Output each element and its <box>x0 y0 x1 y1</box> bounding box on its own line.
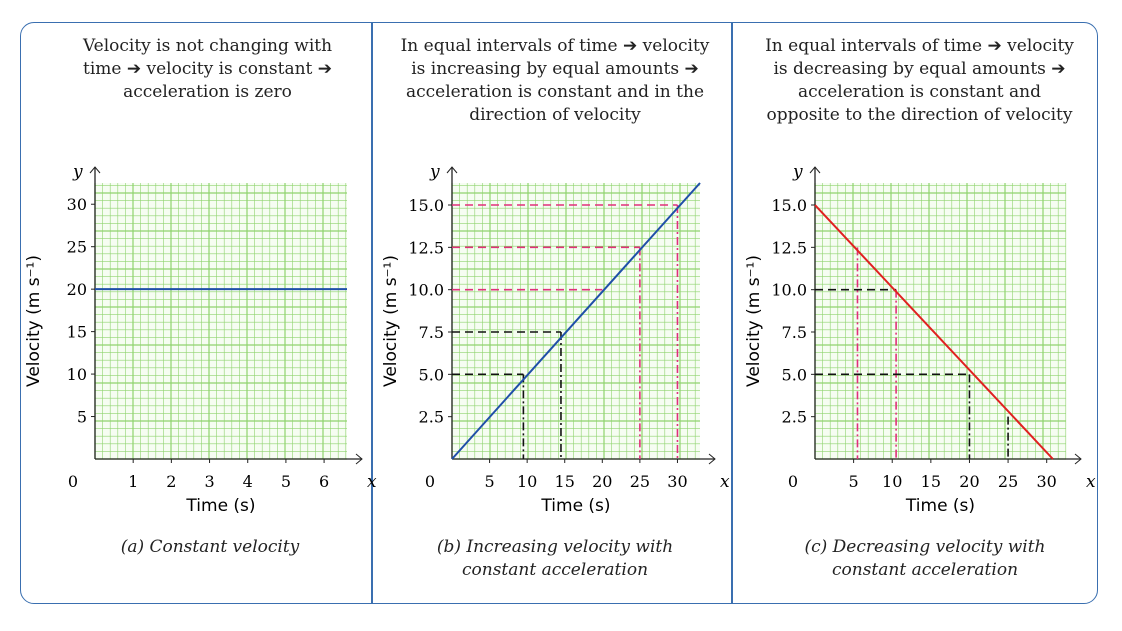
origin-label: 0 <box>425 472 435 491</box>
y-tick-label: 15.0 <box>771 196 807 215</box>
y-tick-label: 10 <box>67 365 87 384</box>
x-tick-label: 5 <box>849 472 859 491</box>
x-tick-label: 15 <box>921 472 941 491</box>
x-axis-label: Time (s) <box>905 496 975 516</box>
y-axis-arrow-icon <box>809 166 821 174</box>
y-tick-label: 10.0 <box>408 281 444 300</box>
y-tick-label: 30 <box>67 195 87 214</box>
y-tick-label: 5.0 <box>782 365 807 384</box>
y-tick-label: 12.5 <box>771 238 807 257</box>
x-tick-label: 30 <box>667 472 687 491</box>
x-axis-symbol: x <box>367 472 377 492</box>
x-tick-label: 6 <box>319 472 329 491</box>
y-tick-label: 20 <box>67 280 87 299</box>
y-tick-label: 12.5 <box>408 238 444 257</box>
x-tick-label: 25 <box>998 472 1018 491</box>
x-axis-arrow-icon <box>1074 453 1082 465</box>
y-tick-label: 7.5 <box>419 323 444 342</box>
x-axis-label: Time (s) <box>540 496 610 516</box>
velocity-line <box>814 204 1054 460</box>
x-tick-label: 2 <box>166 472 176 491</box>
panel-a-caption: (a) Constant velocity <box>120 537 300 557</box>
y-tick-label: 2.5 <box>419 408 444 427</box>
y-tick-label: 15 <box>67 323 87 342</box>
x-tick-label: 4 <box>243 472 253 491</box>
origin-label: 0 <box>788 472 798 491</box>
y-axis-symbol: y <box>792 162 803 182</box>
x-tick-label: 20 <box>959 472 979 491</box>
y-tick-label: 15.0 <box>408 196 444 215</box>
y-tick-label: 5 <box>77 408 87 427</box>
y-tick-label: 25 <box>67 238 87 257</box>
y-tick-label: 7.5 <box>782 323 807 342</box>
panel-divider <box>731 23 733 603</box>
x-axis-symbol: x <box>1086 472 1096 492</box>
y-tick-label: 5.0 <box>419 365 444 384</box>
y-axis-symbol: y <box>72 162 83 182</box>
x-tick-label: 5 <box>484 472 494 491</box>
origin-label: 0 <box>68 472 78 491</box>
x-axis-arrow-icon <box>355 453 363 465</box>
velocity-line <box>451 182 701 460</box>
y-axis-arrow-icon <box>89 166 101 174</box>
y-tick-label: 2.5 <box>782 408 807 427</box>
y-tick-label: 10.0 <box>771 281 807 300</box>
grid-background <box>95 183 347 459</box>
x-tick-label: 15 <box>555 472 575 491</box>
x-tick-label: 25 <box>630 472 650 491</box>
panel-a-description: Velocity is not changing with time ➔ vel… <box>82 36 333 102</box>
x-tick-label: 10 <box>517 472 537 491</box>
panel-c-caption: (c) Decreasing velocity with constant ac… <box>804 537 1046 580</box>
x-tick-label: 10 <box>882 472 902 491</box>
x-tick-label: 1 <box>128 472 138 491</box>
panel-c-description: In equal intervals of time ➔ velocity is… <box>765 36 1074 125</box>
x-tick-label: 20 <box>592 472 612 491</box>
y-axis-label: Velocity (m s⁻¹) <box>24 255 44 387</box>
x-axis-label: Time (s) <box>185 496 255 516</box>
x-tick-label: 30 <box>1037 472 1057 491</box>
x-tick-label: 3 <box>204 472 214 491</box>
y-axis-label: Velocity (m s⁻¹) <box>744 255 764 387</box>
x-axis-symbol: x <box>720 472 730 492</box>
panel-divider <box>371 23 373 603</box>
y-axis-arrow-icon <box>446 166 458 174</box>
panel-b-description: In equal intervals of time ➔ velocity is… <box>400 36 710 125</box>
x-axis-arrow-icon <box>708 453 716 465</box>
y-axis-label: Velocity (m s⁻¹) <box>381 255 401 387</box>
figure-frame <box>20 22 1098 604</box>
panel-b-caption: (b) Increasing velocity with constant ac… <box>436 537 674 580</box>
x-tick-label: 5 <box>281 472 291 491</box>
y-axis-symbol: y <box>429 162 440 182</box>
